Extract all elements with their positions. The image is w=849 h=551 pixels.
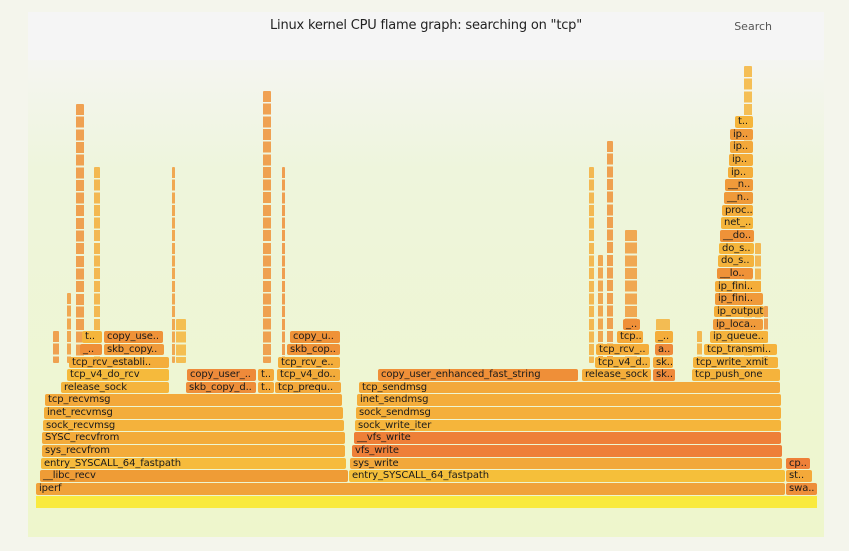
stack-tower	[589, 166, 594, 363]
flame-frame[interactable]: tcp_rcv_e..	[278, 356, 340, 368]
flame-frame[interactable]: tcp_v4_d..	[595, 356, 650, 368]
stack-tower	[172, 166, 175, 363]
flame-frame[interactable]: sys_write	[350, 457, 782, 470]
flame-frame[interactable]: cp..	[786, 457, 810, 470]
flame-frame[interactable]: SYSC_recvfrom	[42, 432, 345, 444]
stack-tower	[607, 141, 613, 363]
flame-frame[interactable]: __lo..	[717, 267, 753, 280]
flame-frame[interactable]: t..	[735, 116, 753, 128]
flame-frame[interactable]: copy_user_..	[187, 369, 256, 381]
flame-frame[interactable]: sk..	[653, 369, 675, 381]
flame-frame[interactable]: tcp_rcv_establi..	[69, 356, 169, 368]
flame-frame[interactable]: ip..	[728, 166, 753, 179]
header: Linux kernel CPU flame graph: searching …	[28, 12, 824, 60]
flame-frame[interactable]: tcp_transmi..	[704, 343, 777, 356]
search-button[interactable]: Search	[734, 20, 772, 33]
flame-frame[interactable]: tcp_sendmsg	[359, 381, 780, 394]
flame-frame[interactable]: proc..	[722, 204, 753, 217]
flame-frame[interactable]: do_s..	[719, 242, 754, 255]
flame-frame[interactable]: __n..	[725, 179, 753, 191]
flame-frame[interactable]: release_sock	[582, 369, 651, 381]
flame-frame[interactable]: tcp..	[617, 331, 643, 343]
flame-frame[interactable]: t..	[258, 369, 274, 381]
flame-frame[interactable]: skb_copy..	[104, 343, 164, 356]
flame-frame[interactable]: t..	[82, 331, 102, 343]
stack-tower	[94, 166, 100, 363]
page-title: Linux kernel CPU flame graph: searching …	[270, 18, 582, 33]
flame-frame[interactable]: ip_loca..	[713, 318, 763, 331]
flame-frame[interactable]: sock_recvmsg	[43, 419, 344, 432]
flame-frame[interactable]: swa..	[786, 483, 817, 495]
flame-frame[interactable]: _..	[623, 318, 640, 331]
flame-frame[interactable]: sys_recvfrom	[42, 445, 345, 457]
flame-frame[interactable]: copy_use..	[104, 331, 163, 343]
flame-frame[interactable]: __n..	[724, 192, 753, 204]
flame-frame[interactable]: ip..	[730, 141, 753, 153]
flame-frame[interactable]: tcp_v4_do..	[277, 369, 340, 381]
search-highlight-bar	[36, 496, 817, 508]
flame-frame[interactable]: tcp_rcv_..	[596, 343, 649, 356]
flame-frame[interactable]: iperf	[36, 483, 785, 495]
flame-frame[interactable]: st..	[786, 470, 812, 482]
stack-tower	[598, 255, 603, 363]
flame-frame[interactable]: ip..	[729, 154, 753, 166]
flame-frame[interactable]: _..	[80, 343, 102, 356]
flame-frame[interactable]: sk..	[653, 356, 673, 368]
flame-frame[interactable]: __libc_recv	[40, 470, 348, 482]
flame-frame[interactable]: ip..	[730, 128, 753, 141]
flame-frame[interactable]: copy_u..	[290, 331, 340, 343]
flame-frame[interactable]: skb_cop..	[287, 343, 340, 356]
flame-frame[interactable]: tcp_v4_do_rcv	[67, 369, 169, 381]
stack-tower	[53, 331, 59, 363]
flame-frame[interactable]: sock_sendmsg	[356, 407, 781, 419]
flame-frame[interactable]: tcp_write_xmit	[693, 356, 778, 368]
flame-frame[interactable]: net_..	[721, 217, 753, 229]
stack-tower	[67, 293, 71, 363]
flame-frame[interactable]: ip_output	[714, 305, 764, 318]
flame-frame[interactable]: __do..	[720, 230, 754, 242]
flame-frame[interactable]: inet_recvmsg	[44, 407, 343, 419]
flame-frame[interactable]: inet_sendmsg	[357, 394, 781, 406]
flame-frame[interactable]: __vfs_write	[354, 432, 781, 444]
flame-frame[interactable]: ip_fini..	[715, 280, 761, 293]
flame-frame[interactable]: ip_fini..	[715, 293, 763, 305]
flame-frame[interactable]: vfs_write	[352, 445, 782, 457]
flame-frame[interactable]: tcp_prequ..	[275, 381, 341, 394]
flame-frame[interactable]: ip_queue..	[710, 331, 768, 343]
flame-frame[interactable]: _..	[655, 331, 673, 343]
flame-frame[interactable]: a..	[655, 343, 673, 356]
flame-frame[interactable]: release_sock	[61, 381, 169, 394]
flame-frame[interactable]: copy_user_enhanced_fast_string	[378, 369, 578, 381]
stack-tower	[176, 318, 186, 363]
stack-tower	[263, 90, 271, 363]
flame-frame[interactable]: sock_write_iter	[355, 419, 781, 432]
flame-frame[interactable]: t..	[258, 381, 274, 394]
flame-frame[interactable]: entry_SYSCALL_64_fastpath	[41, 457, 346, 470]
stack-tower	[697, 331, 702, 363]
stack-tower	[76, 103, 84, 363]
stack-tower	[282, 166, 285, 363]
flame-frame[interactable]: tcp_recvmsg	[45, 394, 342, 406]
flame-frame[interactable]: do_s..	[718, 255, 754, 267]
flame-frame[interactable]: tcp_push_one	[692, 369, 780, 381]
flame-frame[interactable]: skb_copy_d..	[186, 381, 256, 394]
flame-frame[interactable]: entry_SYSCALL_64_fastpath	[349, 470, 785, 482]
